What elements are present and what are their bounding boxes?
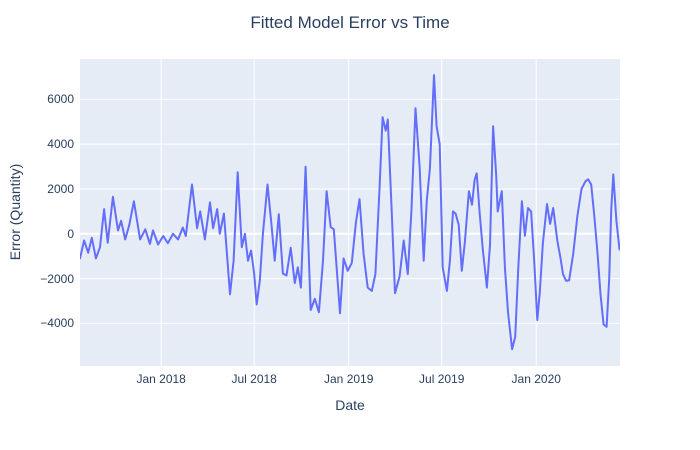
x-tick-label: Jan 2018 [136,372,186,386]
y-tick-label: −4000 [40,316,74,331]
chart-title: Fitted Model Error vs Time [250,13,450,32]
x-axis-title: Date [335,397,365,413]
y-tick-label: 4000 [47,137,74,152]
x-tick-label: Jan 2019 [324,372,374,386]
plot-background[interactable] [80,59,620,366]
x-tick-label: Jul 2018 [231,372,277,386]
y-tick-label: 6000 [47,92,74,107]
y-tick-label: 0 [67,226,74,241]
y-tick-label: 2000 [47,181,74,196]
y-tick-label: −2000 [40,271,74,286]
error-series-line [80,74,620,351]
x-tick-label: Jan 2020 [511,372,561,386]
x-tick-label: Jul 2019 [419,372,465,386]
y-axis-title: Error (Quantity) [7,163,23,261]
